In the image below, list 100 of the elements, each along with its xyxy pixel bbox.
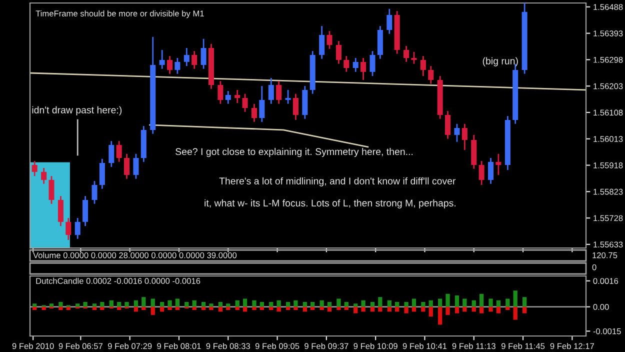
- bar: [286, 302, 290, 307]
- bar: [209, 306, 214, 310]
- bar: [134, 300, 138, 307]
- y-tick-label: 1.55823: [594, 188, 623, 195]
- bar: [496, 306, 501, 314]
- candlestick: [454, 123, 460, 143]
- bar: [58, 302, 63, 307]
- bar: [209, 304, 214, 307]
- candlestick: [420, 55, 426, 77]
- bar: [242, 298, 248, 307]
- bar: [354, 306, 358, 314]
- text: 0: [592, 264, 596, 270]
- candlestick: [259, 85, 265, 123]
- bar: [184, 302, 189, 307]
- bar: [42, 306, 46, 310]
- annotation: idn't draw past here:): [32, 106, 122, 116]
- annotation: (big run): [482, 57, 518, 66]
- y-tick-label: 1.55633: [594, 242, 623, 248]
- bar: [58, 306, 63, 310]
- y-tick-label: 1.55728: [594, 215, 623, 222]
- bar: [454, 295, 460, 307]
- bar: [142, 297, 146, 307]
- x-tick-label: 9 Feb 11:13: [452, 342, 496, 350]
- bar: [506, 298, 510, 307]
- bar: [49, 304, 54, 307]
- bar: [175, 298, 180, 307]
- bar: [201, 302, 206, 307]
- text: TimeFrame should be more or divisible by M1: [36, 10, 204, 18]
- candlestick: [478, 160, 484, 186]
- y-tick-label: 0.0016: [593, 278, 618, 284]
- annotation: There's a lot of midlining, and I don't know if diff'll cover: [219, 177, 456, 186]
- y-tick-label: 1.56298: [594, 56, 623, 63]
- candlestick: [242, 93, 248, 113]
- candlestick: [58, 195, 64, 227]
- bar: [150, 306, 155, 315]
- text: Volume 0.0000 0.0000 28.0000 0.0000 0.0000 39.0000: [33, 252, 237, 258]
- candlestick: [326, 30, 332, 50]
- bar: [488, 306, 493, 312]
- bar: [404, 306, 408, 314]
- bar: [496, 300, 501, 307]
- x-tick-label: 9 Feb 09:37: [304, 342, 348, 350]
- x-tick-label: 9 Feb 08:01: [157, 342, 201, 350]
- chart-title: DutchCandle 0.0002 -0.0016 0.0000 -0.0016: [36, 278, 200, 284]
- annotation: See? I got close to explaining it. Symmetry here, then...: [176, 148, 413, 157]
- bar: [327, 302, 332, 307]
- x-tick-label: 9 Feb 06:57: [58, 342, 103, 350]
- candlestick: [352, 57, 358, 73]
- bar: [168, 300, 172, 307]
- bar: [252, 300, 256, 307]
- bar: [361, 306, 366, 312]
- bar: [150, 298, 155, 307]
- bar: [488, 298, 493, 307]
- bar: [276, 300, 281, 307]
- bar: [92, 304, 97, 307]
- candlestick: [174, 57, 180, 75]
- x-tick-label: 9 Feb 11:45: [501, 342, 545, 350]
- x-tick-label: 9 Feb 07:29: [108, 342, 152, 350]
- bar: [235, 300, 240, 307]
- bar: [454, 306, 460, 314]
- bar: [83, 302, 88, 307]
- y-tick-label: 0.00: [593, 304, 609, 310]
- candlestick: [268, 77, 274, 105]
- y-tick-label: 1.56488: [594, 4, 623, 10]
- x-tick-label: 9 Feb 08:33: [206, 342, 250, 350]
- bar: [479, 306, 484, 314]
- candlestick: [445, 110, 451, 140]
- bar: [100, 302, 104, 307]
- bar: [446, 294, 450, 307]
- bar: [421, 302, 426, 307]
- candlestick: [108, 140, 114, 168]
- bar: [378, 297, 382, 307]
- bar: [395, 302, 400, 307]
- bar: [344, 302, 348, 307]
- candlestick: [462, 123, 468, 151]
- candlestick: [167, 55, 173, 75]
- bar: [370, 302, 375, 307]
- candlestick: [74, 217, 80, 240]
- candlestick: [116, 140, 122, 163]
- bar: [522, 297, 527, 307]
- bar: [387, 300, 392, 307]
- bar: [276, 306, 281, 312]
- candlestick: [48, 175, 54, 205]
- candlestick: [41, 167, 47, 185]
- candlestick: [92, 180, 98, 205]
- candlestick: [370, 50, 376, 77]
- bar: [404, 302, 408, 307]
- candlestick: [386, 8, 392, 35]
- bar: [260, 302, 264, 307]
- candlestick: [276, 80, 282, 105]
- bar: [354, 304, 358, 307]
- annotation: it, what w- its L-M focus. Lots of L, then strong M, perhaps.: [204, 199, 456, 208]
- bar: [117, 302, 122, 307]
- bar: [168, 306, 172, 310]
- x-tick-label: 9 Feb 10:09: [354, 342, 398, 350]
- bar: [320, 300, 324, 307]
- bar: [76, 304, 80, 307]
- bar: [428, 306, 433, 317]
- candlestick: [488, 157, 494, 185]
- y-tick-label: 1.56203: [594, 83, 623, 90]
- candlestick: [66, 217, 72, 241]
